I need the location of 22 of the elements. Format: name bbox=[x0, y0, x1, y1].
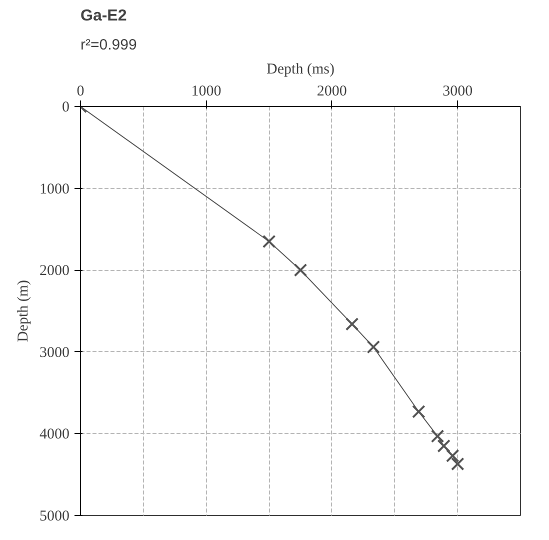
y-tick-label: 4000 bbox=[40, 426, 70, 443]
y-tick-label: 2000 bbox=[40, 263, 70, 280]
y-tick-label: 3000 bbox=[40, 344, 70, 361]
point bbox=[345, 317, 359, 331]
x-tick-label: 0 bbox=[76, 84, 84, 100]
x-tick-label: 3000 bbox=[442, 84, 473, 100]
x-tick-label: 1000 bbox=[191, 84, 222, 100]
x-axis-title: Depth (ms) bbox=[266, 62, 334, 78]
point bbox=[366, 340, 380, 354]
point bbox=[412, 404, 426, 418]
y-tick-label: 1000 bbox=[40, 181, 70, 198]
point bbox=[430, 429, 444, 443]
point bbox=[450, 457, 464, 471]
x-tick-label: 2000 bbox=[316, 84, 347, 100]
chart-subtitle: r²=0.999 bbox=[80, 36, 137, 54]
point bbox=[262, 234, 276, 248]
point bbox=[437, 439, 450, 453]
point bbox=[294, 263, 308, 277]
y-tick-label: 5000 bbox=[40, 508, 70, 524]
y-tick-label: 0 bbox=[62, 100, 70, 116]
y-axis-title: Depth (m) bbox=[16, 280, 32, 342]
chart-title: Ga-E2 bbox=[80, 8, 127, 24]
